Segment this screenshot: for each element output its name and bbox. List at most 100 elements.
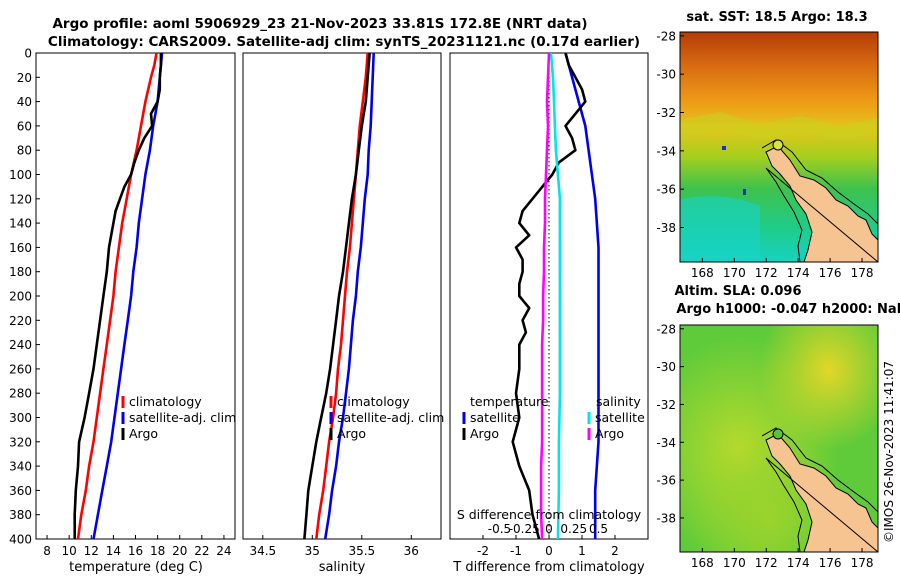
legend-label-satellite: satellite-adj. clim bbox=[129, 410, 236, 425]
y-tick-label: 180 bbox=[9, 265, 32, 279]
sst-map: sat. SST: 18.5 Argo: 18.3 168 170 172 174 17… bbox=[656, 10, 879, 280]
temperature-legend: climatology satellite-adj. clim Argo bbox=[121, 394, 236, 441]
y-tick-label: 60 bbox=[17, 119, 32, 133]
y-tick-label: 20 bbox=[17, 71, 32, 85]
x-tick-label: 0 bbox=[545, 544, 553, 558]
legend-label-argo: Argo bbox=[129, 426, 158, 441]
map-y-tick-label: -28 bbox=[656, 322, 676, 336]
temperature-panel: 0 20 40 60 80 100 120 140 160 180 200 220 240 260 280 3… bbox=[9, 47, 454, 575]
sla-map-title-line1: Altim. SLA: 0.096 bbox=[675, 284, 802, 299]
map-x-tick-label: 178 bbox=[851, 556, 874, 570]
x-tick-label: 8 bbox=[43, 544, 51, 558]
temperature-xlabel: temperature (deg C) bbox=[69, 560, 203, 575]
sla-map-axes: 168 170 172 174 176 178 -28 -30 -32 -34 -36 -38 bbox=[656, 322, 873, 570]
sst-cool-water bbox=[680, 196, 760, 262]
x-tick-label: 2 bbox=[611, 544, 619, 558]
y-tick-label: 380 bbox=[9, 508, 32, 522]
imos-timestamp: ©IMOS 26-Nov-2023 11:41:07 bbox=[882, 361, 896, 543]
salinity-xlabel: salinity bbox=[319, 560, 366, 575]
difference-legend: temperature satellite Argo salinity sate… bbox=[462, 394, 645, 441]
sst-map-image bbox=[680, 32, 878, 262]
map-y-tick-label: -38 bbox=[656, 221, 676, 235]
temperature-series bbox=[73, 53, 164, 539]
x-tick-label: 10 bbox=[62, 544, 77, 558]
legend-label-argo: Argo bbox=[337, 426, 366, 441]
x-tick-label: 35.5 bbox=[348, 544, 375, 558]
map-x-tick-label: 178 bbox=[851, 266, 874, 280]
y-tick-label: 400 bbox=[9, 533, 32, 547]
sst-front bbox=[680, 112, 878, 140]
x-tick-label: 1 bbox=[578, 544, 586, 558]
map-y-tick-label: -36 bbox=[656, 183, 676, 197]
y-tick-label: 200 bbox=[9, 290, 32, 304]
map-x-tick-label: 170 bbox=[723, 266, 746, 280]
map-x-tick-label: 172 bbox=[755, 556, 778, 570]
figure-title-line1: Argo profile: aoml 5906929_23 21-Nov-202… bbox=[52, 16, 587, 32]
map-x-tick-label: 172 bbox=[755, 266, 778, 280]
s-tick-label: -0.5 bbox=[488, 522, 511, 536]
difference-series bbox=[511, 53, 600, 539]
map-x-tick-label: 176 bbox=[819, 556, 842, 570]
map-x-tick-label: 170 bbox=[723, 556, 746, 570]
map-x-tick-label: 176 bbox=[819, 266, 842, 280]
sst-map-frame bbox=[679, 31, 879, 263]
series-line-s-satellite bbox=[549, 53, 562, 539]
map-y-tick-label: -38 bbox=[656, 511, 676, 525]
s-difference-axis-labels: -0.5-0.25 0 0.25 0.5 bbox=[488, 522, 608, 536]
map-x-tick-label: 168 bbox=[691, 266, 714, 280]
series-line-s-argo bbox=[539, 53, 551, 539]
legend-label-s-satellite: satellite bbox=[595, 410, 645, 425]
map-y-tick-label: -30 bbox=[656, 360, 676, 374]
series-line-climatology bbox=[76, 53, 158, 539]
t-difference-xlabel: T difference from climatology bbox=[452, 560, 645, 575]
sla-map-image bbox=[680, 325, 878, 552]
x-tick-label: 35 bbox=[305, 544, 320, 558]
y-tick-label: 280 bbox=[9, 387, 32, 401]
series-line-argo bbox=[303, 53, 371, 539]
map-y-tick-label: -34 bbox=[656, 144, 676, 158]
x-tick-label: -1 bbox=[510, 544, 522, 558]
x-tick-label: 16 bbox=[128, 544, 143, 558]
temperature-axes-frame bbox=[35, 52, 236, 540]
salinity-series bbox=[303, 53, 375, 539]
y-tick-label: 300 bbox=[9, 411, 32, 425]
temperature-x-axis: 8 10 12 14 16 18 20 22 24 bbox=[43, 535, 232, 558]
difference-panel: -2 -1 0 1 2 S difference from climatology -0… bbox=[449, 52, 649, 575]
x-tick-label: 12 bbox=[84, 544, 99, 558]
map-y-tick-label: -34 bbox=[656, 436, 676, 450]
sst-map-axes: 168 170 172 174 176 178 -28 -30 -32 -34 -36 -38 bbox=[656, 29, 873, 280]
salinity-legend: climatology satellite-adj. clim Argo bbox=[329, 394, 444, 441]
y-tick-label: 0 bbox=[24, 47, 32, 61]
sst-map-title: sat. SST: 18.5 Argo: 18.3 bbox=[686, 10, 867, 25]
y-tick-label: 100 bbox=[9, 168, 32, 182]
sla-map-frame bbox=[679, 324, 879, 553]
s-tick-label: -0.25 bbox=[509, 522, 540, 536]
y-tick-label: 320 bbox=[9, 435, 32, 449]
y-tick-label: 80 bbox=[17, 144, 32, 158]
salinity-axes-frame bbox=[242, 52, 442, 540]
y-tick-label: 140 bbox=[9, 217, 32, 231]
y-tick-label: 260 bbox=[9, 362, 32, 376]
s-tick-label: 0.5 bbox=[589, 522, 608, 536]
map-y-tick-label: -32 bbox=[656, 106, 676, 120]
series-line-satellite-adj-clim bbox=[323, 53, 375, 539]
map-y-tick-label: -36 bbox=[656, 474, 676, 488]
x-tick-label: 22 bbox=[194, 544, 209, 558]
legend-label-t-argo: Argo bbox=[470, 426, 499, 441]
map-x-tick-label: 174 bbox=[787, 266, 810, 280]
north-island-land bbox=[765, 145, 878, 262]
figure-title-line2: Climatology: CARS2009. Satellite-adj cli… bbox=[48, 34, 640, 50]
x-tick-label: 24 bbox=[216, 544, 231, 558]
salinity-panel: 34.5 35 35.5 36 salinity climatology satell… bbox=[242, 52, 444, 575]
x-tick-label: 14 bbox=[106, 544, 121, 558]
map-x-tick-label: 168 bbox=[691, 556, 714, 570]
legend-label-satellite: satellite-adj. clim bbox=[337, 410, 444, 425]
x-tick-label: 36 bbox=[404, 544, 419, 558]
sst-missing-pixel bbox=[722, 146, 726, 150]
t-difference-x-axis: -2 -1 0 1 2 bbox=[477, 535, 619, 558]
x-tick-label: 34.5 bbox=[249, 544, 276, 558]
map-x-tick-label: 174 bbox=[787, 556, 810, 570]
float-position-marker bbox=[772, 139, 784, 151]
series-line-t-argo bbox=[511, 53, 587, 539]
